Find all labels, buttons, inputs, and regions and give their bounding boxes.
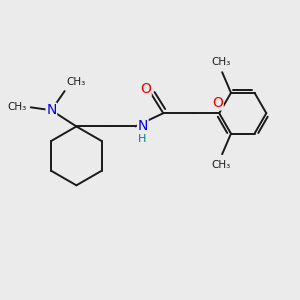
Text: CH₃: CH₃ (211, 160, 230, 170)
Text: CH₃: CH₃ (211, 57, 230, 67)
Text: O: O (140, 82, 151, 96)
Text: H: H (138, 134, 146, 144)
Text: CH₃: CH₃ (7, 102, 26, 112)
Text: N: N (138, 119, 148, 134)
Text: CH₃: CH₃ (66, 77, 85, 87)
Text: O: O (212, 96, 223, 110)
Text: N: N (46, 103, 57, 117)
